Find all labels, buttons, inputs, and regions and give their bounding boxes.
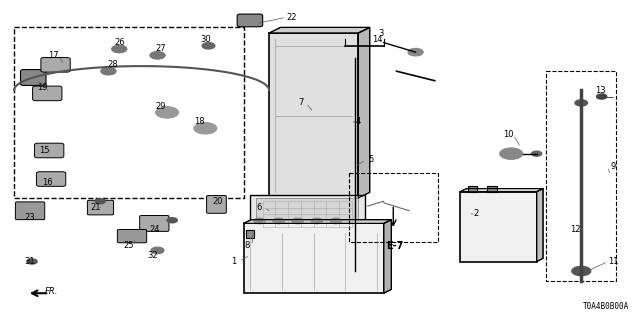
- Text: 1: 1: [231, 257, 237, 266]
- Bar: [256, 198, 358, 230]
- Bar: [244, 223, 384, 293]
- Text: 9: 9: [611, 162, 616, 171]
- Circle shape: [194, 123, 217, 134]
- FancyBboxPatch shape: [15, 202, 45, 220]
- Text: 8: 8: [244, 241, 250, 250]
- Text: 21: 21: [90, 203, 101, 212]
- FancyBboxPatch shape: [237, 14, 262, 27]
- Circle shape: [167, 218, 177, 223]
- Text: FR.: FR.: [45, 286, 58, 295]
- FancyBboxPatch shape: [33, 86, 62, 101]
- Polygon shape: [244, 220, 392, 223]
- Circle shape: [532, 151, 541, 156]
- Text: E-7: E-7: [387, 241, 404, 251]
- Bar: [246, 230, 253, 238]
- Circle shape: [27, 259, 37, 264]
- Bar: [14, 27, 244, 198]
- FancyBboxPatch shape: [36, 172, 66, 186]
- Bar: [250, 195, 365, 233]
- Circle shape: [253, 218, 265, 224]
- Polygon shape: [537, 188, 543, 261]
- Text: 19: 19: [38, 83, 48, 92]
- Bar: [546, 71, 616, 281]
- Text: 4: 4: [356, 117, 361, 126]
- Bar: [460, 192, 537, 261]
- FancyBboxPatch shape: [140, 215, 169, 231]
- Text: 23: 23: [25, 212, 35, 221]
- Text: 24: 24: [149, 225, 159, 234]
- Text: 6: 6: [257, 203, 262, 212]
- Text: 14: 14: [372, 35, 383, 44]
- FancyBboxPatch shape: [20, 69, 46, 85]
- Text: 13: 13: [595, 86, 605, 95]
- Text: 29: 29: [156, 101, 166, 111]
- Text: 10: 10: [503, 130, 513, 139]
- Circle shape: [150, 52, 165, 59]
- Text: 2: 2: [474, 209, 479, 219]
- Polygon shape: [384, 220, 392, 293]
- Text: 16: 16: [42, 178, 52, 187]
- Text: 31: 31: [25, 257, 35, 266]
- Text: 5: 5: [369, 156, 374, 164]
- FancyBboxPatch shape: [117, 229, 147, 243]
- Text: 11: 11: [608, 257, 618, 266]
- Polygon shape: [460, 188, 543, 192]
- FancyBboxPatch shape: [207, 196, 227, 213]
- Circle shape: [575, 100, 588, 106]
- Text: 30: 30: [200, 35, 211, 44]
- Circle shape: [273, 218, 284, 224]
- Circle shape: [408, 48, 423, 56]
- Circle shape: [100, 68, 116, 75]
- Circle shape: [111, 45, 127, 53]
- Text: T0A4B0B00A: T0A4B0B00A: [583, 302, 629, 311]
- Circle shape: [596, 94, 607, 99]
- Circle shape: [330, 218, 342, 224]
- Text: 12: 12: [570, 225, 580, 234]
- Circle shape: [156, 107, 179, 118]
- Text: 27: 27: [156, 44, 166, 53]
- Circle shape: [311, 218, 323, 224]
- Text: 18: 18: [194, 117, 204, 126]
- Circle shape: [151, 247, 164, 253]
- FancyBboxPatch shape: [41, 58, 70, 72]
- Text: 20: 20: [212, 197, 223, 206]
- Text: 28: 28: [108, 60, 118, 69]
- Bar: [269, 33, 358, 198]
- Text: 22: 22: [286, 13, 296, 22]
- Polygon shape: [269, 28, 370, 33]
- Text: 25: 25: [124, 241, 134, 250]
- Text: 7: 7: [298, 99, 303, 108]
- FancyBboxPatch shape: [35, 143, 64, 158]
- Circle shape: [95, 199, 105, 204]
- Circle shape: [572, 266, 591, 276]
- FancyBboxPatch shape: [88, 200, 113, 215]
- Circle shape: [202, 43, 215, 49]
- Text: 3: 3: [378, 28, 383, 38]
- Bar: [487, 186, 497, 192]
- Circle shape: [500, 148, 523, 159]
- Circle shape: [292, 218, 303, 224]
- Bar: [468, 186, 477, 192]
- Text: 32: 32: [148, 251, 158, 260]
- Bar: [349, 173, 438, 243]
- Text: 17: 17: [49, 51, 59, 60]
- Polygon shape: [358, 28, 370, 198]
- Text: 15: 15: [40, 146, 50, 155]
- Text: 26: 26: [114, 38, 125, 47]
